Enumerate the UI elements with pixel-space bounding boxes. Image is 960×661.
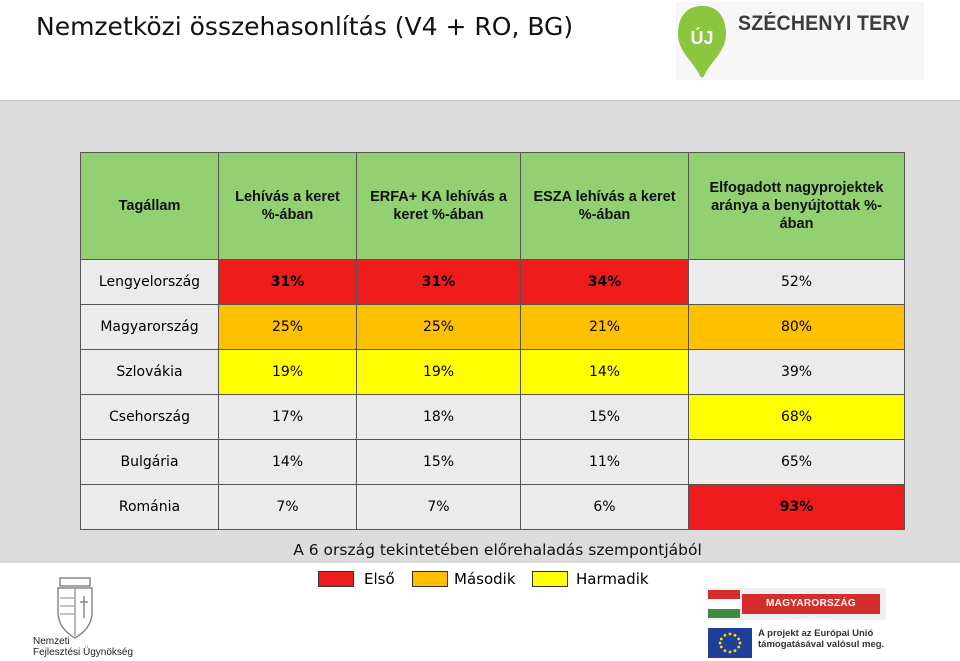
- logo-text: SZÉCHENYI TERV: [738, 12, 910, 35]
- value-cell: 93%: [688, 484, 905, 530]
- value-cell: 80%: [688, 304, 905, 350]
- comparison-table: Tagállam Lehívás a keret %-ában ERFA+ KA…: [80, 152, 905, 530]
- value-cell: 18%: [356, 394, 521, 440]
- table-row: Szlovákia 19% 19% 14% 39%: [80, 349, 905, 395]
- value-cell: 68%: [688, 394, 905, 440]
- table-row: Lengyelország 31% 31% 34% 52%: [80, 259, 905, 305]
- header-cell: ERFA+ KA lehívás a keret %-ában: [356, 152, 521, 260]
- page-title: Nemzetközi összehasonlítás (V4 + RO, BG): [36, 12, 574, 41]
- value-cell: 17%: [218, 394, 357, 440]
- country-cell: Lengyelország: [80, 259, 219, 305]
- hungarian-flag-icon: [708, 590, 740, 618]
- legend-label: Harmadik: [576, 570, 649, 588]
- value-cell: 19%: [356, 349, 521, 395]
- header: Nemzetközi összehasonlítás (V4 + RO, BG)…: [0, 0, 960, 102]
- nfu-line-2: Fejlesztési Ügynökség: [33, 647, 134, 658]
- value-cell: 34%: [520, 259, 689, 305]
- value-cell: 25%: [218, 304, 357, 350]
- value-cell: 31%: [356, 259, 521, 305]
- legend-title: A 6 ország tekintetében előrehaladás sze…: [293, 541, 702, 559]
- value-cell: 14%: [218, 439, 357, 485]
- megujul-banner: MAGYARORSZÁG MEGÚJUL: [742, 594, 880, 629]
- value-cell: 31%: [218, 259, 357, 305]
- country-cell: Szlovákia: [80, 349, 219, 395]
- value-cell: 15%: [356, 439, 521, 485]
- header-cell: Elfogadott nagyprojektek aránya a benyúj…: [688, 152, 905, 260]
- value-cell: 7%: [356, 484, 521, 530]
- eu-support-text: A projekt az Európai Unió támogatásával …: [758, 628, 884, 650]
- value-cell: 11%: [520, 439, 689, 485]
- value-cell: 65%: [688, 439, 905, 485]
- value-cell: 19%: [218, 349, 357, 395]
- table-row: Csehország 17% 18% 15% 68%: [80, 394, 905, 440]
- legend-swatch-first: [318, 571, 354, 587]
- value-cell: 7%: [218, 484, 357, 530]
- eu-flag-icon: [708, 628, 752, 658]
- legend-label: Első: [364, 570, 395, 588]
- country-cell: Csehország: [80, 394, 219, 440]
- value-cell: 6%: [520, 484, 689, 530]
- country-cell: Románia: [80, 484, 219, 530]
- legend-label: Második: [454, 570, 516, 588]
- value-cell: 39%: [688, 349, 905, 395]
- legend-swatch-second: [412, 571, 448, 587]
- header-cell: Tagállam: [80, 152, 219, 260]
- value-cell: 21%: [520, 304, 689, 350]
- eu-line-2: támogatásával valósul meg.: [758, 639, 885, 650]
- logo-badge-text: ÚJ: [690, 27, 713, 48]
- country-cell: Bulgária: [80, 439, 219, 485]
- country-cell: Magyarország: [80, 304, 219, 350]
- legend-swatch-third: [532, 571, 568, 587]
- coat-of-arms-icon: [57, 577, 93, 639]
- nfu-line-1: Nemzeti: [33, 636, 70, 647]
- value-cell: 14%: [520, 349, 689, 395]
- table-row: Románia 7% 7% 6% 93%: [80, 484, 905, 530]
- header-cell: ESZA lehívás a keret %-ában: [520, 152, 689, 260]
- value-cell: 25%: [356, 304, 521, 350]
- leaf-icon: ÚJ: [678, 6, 726, 78]
- value-cell: 52%: [688, 259, 905, 305]
- table-header-row: Tagállam Lehívás a keret %-ában ERFA+ KA…: [80, 152, 905, 260]
- table-row: Bulgária 14% 15% 11% 65%: [80, 439, 905, 485]
- header-cell: Lehívás a keret %-ában: [218, 152, 357, 260]
- nfu-logo-text: Nemzeti Fejlesztési Ügynökség: [33, 636, 133, 658]
- value-cell: 15%: [520, 394, 689, 440]
- table-row: Magyarország 25% 25% 21% 80%: [80, 304, 905, 350]
- eu-line-1: A projekt az Európai Unió: [758, 628, 874, 639]
